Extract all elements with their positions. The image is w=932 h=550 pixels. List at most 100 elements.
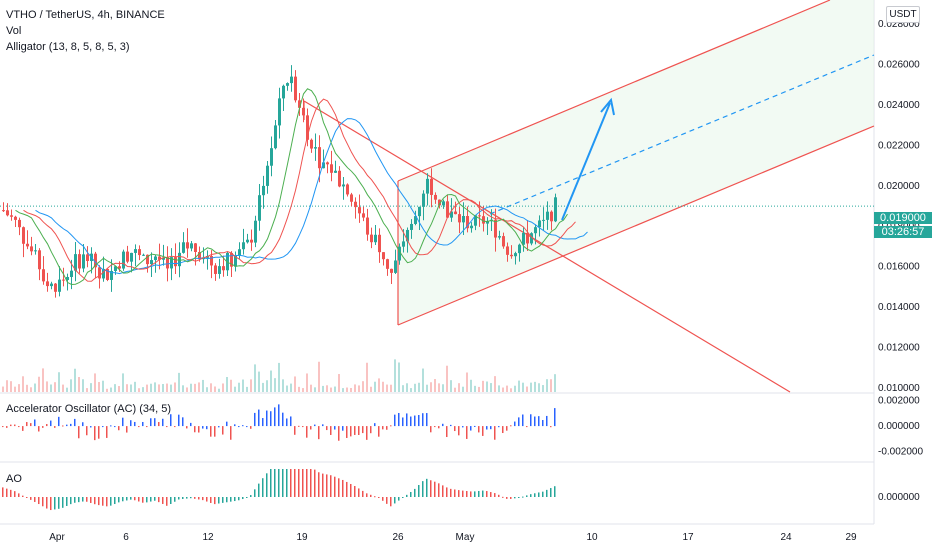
- ao-bar: [358, 488, 360, 497]
- ao-bar: [126, 497, 128, 501]
- price-tick-label: 0.022000: [878, 140, 920, 151]
- candle-body: [522, 232, 525, 245]
- volume-bar: [190, 383, 192, 392]
- alligator-jaw-line: [35, 118, 588, 275]
- candle-body: [462, 215, 465, 223]
- candle-body: [362, 213, 365, 218]
- ac-legend[interactable]: Accelerator Oscillator (AC) (34, 5): [6, 403, 172, 415]
- ao-bar: [402, 497, 404, 498]
- volume-bar: [218, 388, 220, 392]
- currency-button[interactable]: USDT: [886, 6, 920, 23]
- ac-bar: [66, 424, 68, 427]
- ao-bar: [530, 494, 532, 497]
- volume-bar: [322, 385, 324, 392]
- ac-bar: [478, 426, 480, 433]
- ac-bar: [202, 426, 204, 429]
- ac-bar: [134, 421, 136, 427]
- volume-bar: [202, 379, 204, 392]
- ao-bar: [210, 497, 212, 503]
- volume-bar: [290, 383, 292, 392]
- alligator-teeth-line: [23, 98, 576, 282]
- volume-legend[interactable]: Vol: [6, 25, 22, 37]
- ac-bar: [54, 426, 56, 428]
- candle-body: [542, 219, 545, 221]
- ao-tick-label: 0.000000: [878, 492, 920, 503]
- ac-bar: [398, 413, 400, 427]
- ao-bar: [246, 497, 248, 498]
- forecast-arrow-line: [561, 102, 611, 221]
- volume-bar: [30, 387, 32, 392]
- price-tick-label: 0.014000: [878, 302, 920, 313]
- time-tick-label: 29: [845, 532, 857, 543]
- ac-bar: [182, 417, 184, 427]
- ao-bar: [526, 495, 528, 497]
- volume-bar: [58, 372, 60, 392]
- ao-bar: [202, 497, 204, 501]
- candle-body: [322, 162, 325, 169]
- ac-bar: [490, 426, 492, 430]
- volume-bar: [262, 382, 264, 392]
- volume-bar: [2, 386, 4, 392]
- channel-median-line: [489, 54, 875, 215]
- ao-bar: [286, 469, 288, 497]
- ao-bar: [498, 494, 500, 497]
- candle-body: [66, 276, 69, 281]
- candle-body: [486, 221, 489, 224]
- candle-body: [170, 257, 173, 269]
- ac-bar: [270, 411, 272, 427]
- ac-bar: [474, 425, 476, 427]
- ao-bar: [326, 474, 328, 497]
- volume-bar: [38, 376, 40, 392]
- ac-bar: [214, 426, 216, 437]
- ao-bar: [354, 486, 356, 497]
- ac-bar: [310, 426, 312, 430]
- ao-bar: [74, 497, 76, 503]
- volume-bar: [10, 381, 12, 392]
- ac-bar: [386, 426, 388, 430]
- ac-bar: [58, 416, 60, 427]
- ac-bar: [166, 426, 168, 428]
- candle-body: [102, 268, 105, 279]
- candle-body: [266, 165, 269, 186]
- ao-bar: [278, 469, 280, 497]
- ao-bar: [422, 481, 424, 497]
- ac-bar: [374, 423, 376, 427]
- forecast-arrow-head: [600, 97, 615, 116]
- ac-bar: [414, 415, 416, 427]
- volume-bar: [330, 387, 332, 392]
- candle-body: [378, 234, 381, 253]
- candle-body: [198, 251, 201, 260]
- ao-bar: [522, 496, 524, 498]
- ac-bar: [322, 424, 324, 427]
- ac-bar: [554, 408, 556, 427]
- volume-bar: [182, 385, 184, 392]
- ac-bar: [238, 426, 240, 428]
- price-tick-label: 0.020000: [878, 181, 920, 192]
- symbol-title[interactable]: VTHO / TetherUS, 4h, BINANCE: [6, 9, 165, 21]
- ac-bar: [14, 424, 16, 427]
- volume-bar: [122, 373, 124, 392]
- ac-bar: [10, 424, 12, 427]
- ao-bar: [370, 494, 372, 497]
- candle-body: [474, 215, 477, 226]
- candle-body: [226, 252, 229, 271]
- alligator-legend[interactable]: Alligator (13, 8, 5, 8, 5, 3): [6, 41, 130, 53]
- ac-bar: [426, 413, 428, 427]
- volume-bar: [422, 368, 424, 392]
- ao-bar: [170, 497, 172, 504]
- time-tick-label: Apr: [49, 532, 65, 543]
- ao-bar: [494, 493, 496, 497]
- candle-body: [310, 139, 313, 149]
- ac-bar: [454, 426, 456, 432]
- volume-bar: [258, 371, 260, 392]
- candle-body: [454, 211, 457, 215]
- ao-bar: [362, 490, 364, 497]
- volume-bar: [462, 386, 464, 392]
- candle-body: [78, 254, 81, 269]
- ao-bar: [266, 473, 268, 497]
- ao-legend[interactable]: AO: [6, 473, 22, 485]
- ac-bar: [402, 417, 404, 427]
- time-tick-label: 26: [392, 532, 404, 543]
- candle-body: [438, 199, 441, 206]
